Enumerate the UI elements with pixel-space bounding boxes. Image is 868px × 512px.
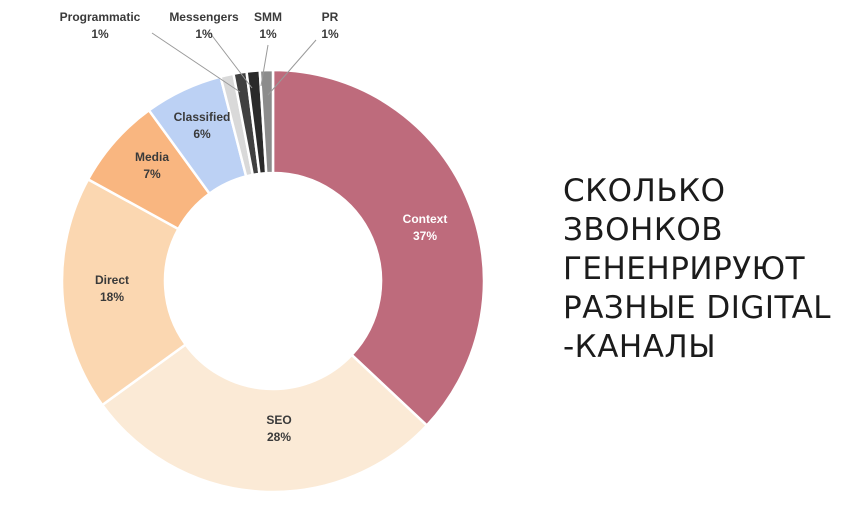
- slice-label-seo: SEO: [266, 413, 291, 427]
- leader-line-messengers: [209, 32, 253, 89]
- slice-value-pr: 1%: [321, 27, 339, 41]
- slice-seo: [100, 342, 429, 494]
- headline-line-5: -КАНАЛЫ: [563, 329, 717, 365]
- slice-value-context: 37%: [413, 229, 437, 243]
- headline-line-4: РАЗНЫЕ DIGITAL: [563, 290, 832, 326]
- slice-value-messengers: 1%: [195, 27, 213, 41]
- leader-line-programmatic: [151, 32, 241, 93]
- slice-label-pr: PR: [322, 10, 339, 24]
- slice-label-context: Context: [403, 212, 448, 226]
- slice-label-programmatic: Programmatic: [60, 10, 141, 24]
- slice-label-messengers: Messengers: [169, 10, 239, 24]
- leader-line-smm: [260, 44, 269, 87]
- headline: СКОЛЬКО ЗВОНКОВ ГЕНЕНРИРУЮТ РАЗНЫЕ DIGIT…: [563, 172, 831, 367]
- headline-line-2: ЗВОНКОВ: [563, 212, 724, 248]
- slice-value-seo: 28%: [267, 430, 291, 444]
- leader-line-pr: [267, 39, 317, 96]
- slice-label-media: Media: [135, 150, 169, 164]
- slice-label-smm: SMM: [254, 10, 282, 24]
- slice-value-media: 7%: [143, 167, 161, 181]
- slice-direct: [60, 177, 188, 407]
- headline-line-3: ГЕНЕНРИРУЮТ: [563, 251, 806, 287]
- slice-value-programmatic: 1%: [91, 27, 109, 41]
- donut-chart: Context 37% SEO 28% Direct 18% Media 7% Classifi…: [60, 10, 486, 494]
- slice-context: [271, 68, 486, 428]
- slice-label-classified: Classified: [174, 110, 231, 124]
- slice-label-direct: Direct: [95, 273, 129, 287]
- slice-value-direct: 18%: [100, 290, 124, 304]
- slice-value-smm: 1%: [259, 27, 277, 41]
- slice-value-classified: 6%: [193, 127, 211, 141]
- headline-line-1: СКОЛЬКО: [563, 173, 726, 209]
